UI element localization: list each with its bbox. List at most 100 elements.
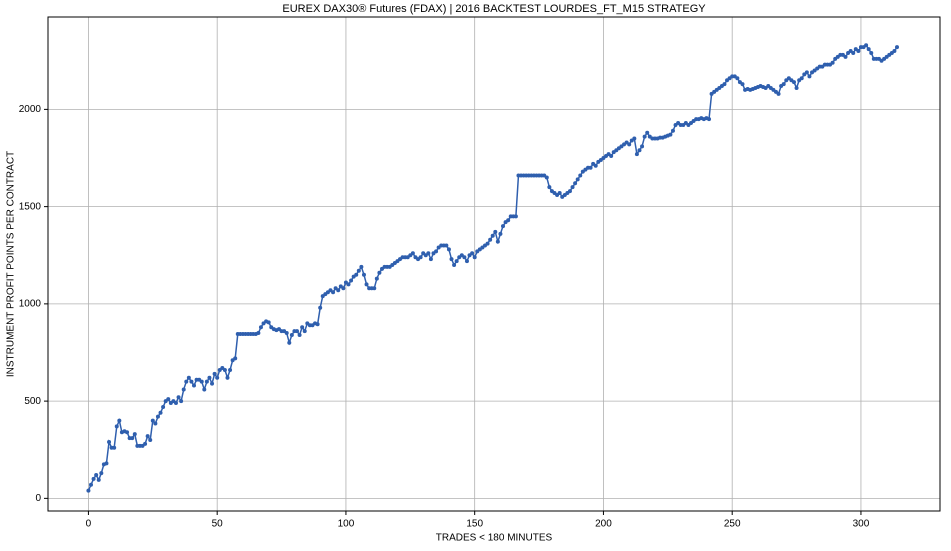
point xyxy=(426,251,431,256)
point xyxy=(212,371,217,376)
point xyxy=(642,134,647,139)
point xyxy=(228,367,233,372)
point xyxy=(349,278,354,283)
point xyxy=(418,255,423,260)
point xyxy=(318,305,323,310)
point xyxy=(287,340,292,345)
point xyxy=(186,375,191,380)
point xyxy=(488,237,493,242)
point xyxy=(222,367,227,372)
point xyxy=(493,229,498,234)
point xyxy=(356,268,361,273)
x-tick-label: 200 xyxy=(595,519,612,530)
point xyxy=(256,331,261,336)
point xyxy=(452,262,457,267)
point xyxy=(130,436,135,441)
point xyxy=(670,128,675,133)
point xyxy=(609,154,614,159)
point xyxy=(807,74,812,79)
point xyxy=(470,251,475,256)
point xyxy=(843,54,848,59)
point xyxy=(302,329,307,334)
point xyxy=(158,410,163,415)
point xyxy=(495,239,500,244)
point xyxy=(740,82,745,87)
point xyxy=(869,50,874,55)
point xyxy=(485,241,490,246)
point xyxy=(707,117,712,122)
point xyxy=(794,85,799,90)
point xyxy=(557,191,562,196)
point xyxy=(799,76,804,81)
y-tick-label: 1500 xyxy=(19,201,42,212)
point xyxy=(454,259,459,264)
point xyxy=(153,421,158,426)
point xyxy=(176,395,181,400)
point xyxy=(501,224,506,229)
point xyxy=(202,387,207,392)
y-axis-label: INSTRUMENT PROFIT POINTS PER CONTRACT xyxy=(6,151,17,377)
point xyxy=(145,434,150,439)
point xyxy=(258,325,263,330)
point xyxy=(179,399,184,404)
point xyxy=(449,257,454,262)
point xyxy=(364,282,369,287)
point xyxy=(462,255,467,260)
point xyxy=(225,375,230,380)
point xyxy=(593,163,598,168)
point xyxy=(155,414,160,419)
point xyxy=(894,45,899,50)
point xyxy=(634,152,639,157)
point xyxy=(578,173,583,178)
point xyxy=(117,418,122,423)
point xyxy=(266,320,271,325)
point xyxy=(166,397,171,402)
point xyxy=(464,259,469,264)
point xyxy=(892,49,897,54)
point xyxy=(210,381,215,386)
point xyxy=(192,383,197,388)
point xyxy=(573,181,578,186)
point xyxy=(374,276,379,281)
point xyxy=(148,438,153,443)
point xyxy=(233,356,238,361)
y-tick-label: 0 xyxy=(35,493,41,504)
point xyxy=(791,80,796,85)
point xyxy=(199,379,204,384)
point xyxy=(181,387,186,392)
point xyxy=(189,379,194,384)
point xyxy=(547,185,552,190)
point xyxy=(776,91,781,96)
point xyxy=(125,430,130,435)
x-tick-label: 300 xyxy=(853,519,870,530)
point xyxy=(668,132,673,137)
y-tick-label: 500 xyxy=(24,396,41,407)
point xyxy=(856,49,861,54)
point xyxy=(513,214,518,219)
plot-frame xyxy=(47,16,941,512)
point xyxy=(864,43,869,48)
x-tick-label: 250 xyxy=(724,519,741,530)
point xyxy=(544,175,549,180)
point xyxy=(94,473,99,478)
point xyxy=(331,290,336,295)
point xyxy=(114,424,119,429)
point xyxy=(506,218,511,223)
point xyxy=(567,189,572,194)
point xyxy=(99,471,104,476)
point xyxy=(640,144,645,149)
point xyxy=(107,439,112,444)
y-tick-label: 1000 xyxy=(19,299,42,310)
point xyxy=(830,60,835,65)
point xyxy=(89,482,94,487)
point xyxy=(372,286,377,291)
point xyxy=(377,270,382,275)
point xyxy=(336,288,341,293)
point xyxy=(132,432,137,437)
point xyxy=(173,401,178,406)
point xyxy=(588,165,593,170)
point xyxy=(490,233,495,238)
point xyxy=(150,418,155,423)
point xyxy=(781,82,786,87)
point xyxy=(354,272,359,277)
